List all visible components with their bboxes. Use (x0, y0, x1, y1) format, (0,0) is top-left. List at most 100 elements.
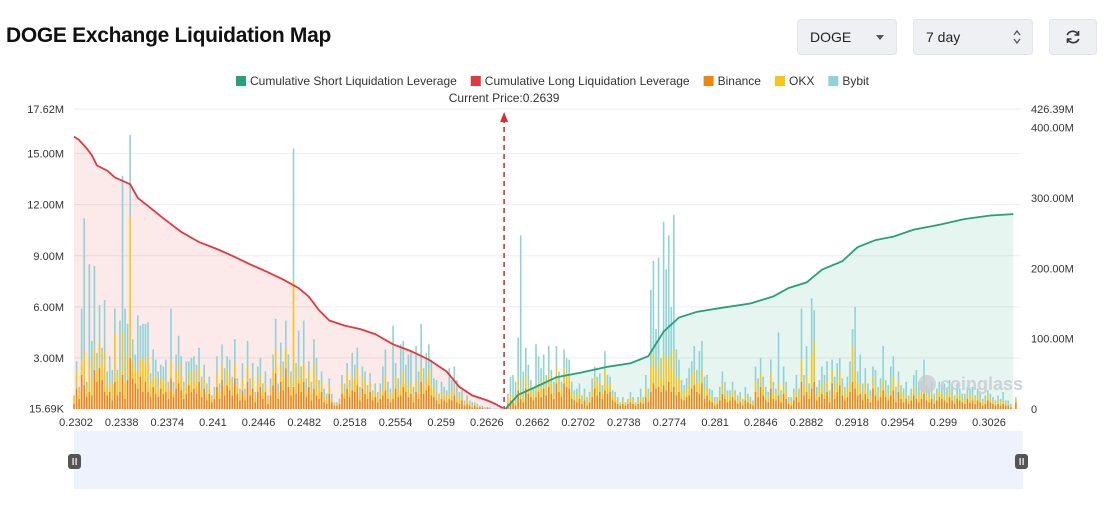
bar-bybit-6 (88, 264, 91, 358)
coin-select[interactable]: DOGE (797, 19, 897, 55)
bar-bybit-31 (152, 349, 154, 377)
bar-binance-254 (734, 400, 736, 409)
time-range-value: 7 day (926, 29, 961, 45)
bar-bybit-196 (586, 397, 588, 403)
bar-bybit-166 (509, 376, 512, 394)
bar-bybit-358 (999, 398, 1002, 403)
bar-binance-245 (711, 402, 713, 409)
bar-okx-132 (410, 383, 412, 394)
bar-binance-148 (450, 400, 453, 409)
bar-bybit-191 (573, 390, 576, 396)
zoom-handle-left[interactable] (68, 454, 81, 469)
bar-bybit-91 (305, 378, 308, 389)
bar-okx-27 (142, 357, 144, 392)
bar-okx-215 (634, 403, 637, 406)
bar-okx-98 (323, 395, 325, 403)
bar-okx-275 (787, 400, 790, 404)
time-range-select[interactable]: 7 day (913, 19, 1033, 55)
bar-bybit-115 (366, 385, 369, 392)
bar-binance-297 (844, 400, 846, 409)
bar-binance-200 (596, 395, 599, 409)
bar-bybit-216 (637, 397, 639, 401)
bar-okx-309 (874, 386, 877, 396)
bar-bybit-267 (767, 391, 770, 398)
zoom-track[interactable] (74, 431, 1023, 489)
bar-binance-142 (435, 400, 438, 409)
bar-okx-204 (606, 385, 609, 394)
bar-okx-61 (228, 378, 231, 391)
bar-okx-362 (1009, 405, 1012, 408)
bar-okx-318 (897, 381, 900, 392)
bar-okx-11 (101, 364, 103, 381)
bar-bybit-128 (399, 344, 402, 386)
x-tick-9: 0.2626 (470, 417, 504, 429)
bar-binance-235 (685, 397, 688, 409)
cumulative-lines (73, 135, 1014, 410)
bar-okx-103 (336, 403, 338, 406)
bar-binance-267 (767, 402, 770, 409)
bar-bybit-181 (547, 346, 550, 374)
bar-binance-202 (601, 398, 604, 409)
bar-bybit-41 (177, 335, 180, 364)
bar-bybit-314 (887, 385, 890, 396)
bar-okx-308 (872, 376, 874, 389)
y-right-tick-3: 300.00M (1031, 193, 1074, 205)
bar-binance-71 (254, 402, 257, 409)
bar-bybit-328 (923, 359, 925, 386)
bar-okx-87 (295, 380, 297, 394)
bar-bybit-71 (254, 391, 257, 398)
legend-label-1: Cumulative Long Liquidation Leverage (485, 74, 690, 88)
bar-bybit-262 (754, 366, 757, 382)
bar-okx-261 (752, 403, 754, 406)
bar-okx-143 (438, 400, 440, 404)
bar-bybit-114 (364, 371, 366, 384)
bar-bybit-86 (292, 148, 295, 282)
bar-okx-246 (713, 402, 716, 406)
bar-binance-356 (994, 405, 997, 409)
bar-bybit-338 (948, 380, 951, 391)
bar-binance-99 (325, 403, 328, 409)
bar-okx-138 (425, 378, 428, 391)
bar-okx-313 (884, 390, 887, 398)
bar-binance-89 (300, 391, 302, 409)
bar-okx-94 (313, 363, 315, 389)
bar-binance-304 (861, 400, 864, 409)
bar-okx-260 (749, 400, 752, 404)
bar-okx-290 (826, 380, 828, 392)
x-tick-16: 0.2882 (790, 417, 824, 429)
bar-bybit-52 (205, 383, 208, 394)
bar-binance-96 (318, 398, 320, 409)
legend-label-2: Binance (718, 74, 762, 88)
bar-okx-7 (91, 378, 93, 396)
bar-binance-246 (713, 405, 716, 409)
bar-okx-316 (892, 376, 895, 391)
bar-bybit-357 (997, 395, 999, 401)
bar-okx-274 (785, 391, 787, 399)
bar-bybit-103 (336, 402, 338, 404)
bar-okx-258 (744, 395, 747, 401)
bar-okx-73 (259, 373, 262, 387)
bar-okx-330 (928, 397, 930, 403)
bar-okx-140 (430, 385, 433, 396)
bar-bybit-183 (553, 381, 555, 392)
bar-binance-94 (313, 388, 315, 409)
bar-okx-255 (736, 400, 739, 404)
bar-bybit-263 (757, 378, 759, 391)
bar-binance-23 (131, 378, 134, 409)
bar-bybit-158 (476, 403, 479, 406)
bar-okx-66 (241, 378, 244, 391)
bar-okx-197 (588, 397, 591, 403)
zoom-slider[interactable] (68, 431, 1028, 489)
bar-bybit-126 (394, 363, 397, 377)
bar-bybit-119 (376, 391, 379, 398)
bar-okx-203 (604, 369, 606, 391)
refresh-button[interactable] (1049, 19, 1097, 55)
bar-bybit-269 (772, 381, 775, 392)
bar-binance-120 (379, 398, 382, 409)
bar-binance-87 (295, 393, 297, 409)
legend-label-3: OKX (789, 74, 814, 88)
bar-okx-64 (236, 385, 239, 394)
bar-bybit-38 (170, 308, 172, 362)
bar-binance-150 (456, 402, 458, 409)
zoom-handle-right[interactable] (1015, 454, 1028, 469)
